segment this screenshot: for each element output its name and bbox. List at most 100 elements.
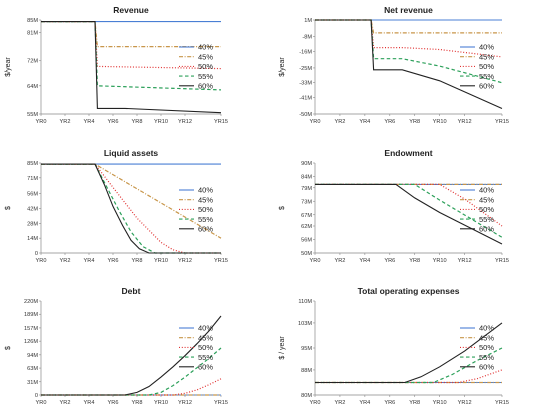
series-line	[41, 21, 221, 48]
x-tick-label: YR2	[334, 258, 345, 264]
y-tick-label: -25M	[299, 66, 312, 72]
x-tick-label: YR6	[108, 258, 119, 264]
x-tick-label: YR2	[334, 119, 345, 125]
legend-label: 40%	[479, 324, 494, 333]
legend-label: 45%	[479, 195, 494, 204]
chart-title: Liquid assets	[104, 148, 159, 158]
y-axis-label: $	[5, 346, 12, 350]
y-tick-label: 95M	[301, 346, 312, 352]
y-tick-label: 126M	[24, 339, 38, 345]
x-tick-label: YR0	[310, 119, 321, 125]
legend-label: 55%	[198, 72, 213, 81]
y-tick-label: 110M	[298, 299, 312, 305]
x-tick-label: YR10	[154, 258, 168, 264]
y-tick-label: 220M	[24, 299, 38, 305]
x-tick-label: YR0	[36, 119, 47, 125]
legend-label: 40%	[198, 324, 213, 333]
legend-label: 45%	[479, 333, 494, 342]
x-tick-label: YR6	[384, 400, 395, 406]
y-tick-label: 0	[35, 251, 38, 257]
series-line	[315, 19, 503, 110]
y-tick-label: 0	[35, 393, 38, 399]
series-line	[315, 19, 503, 58]
x-tick-label: YR6	[108, 119, 119, 125]
series-line	[41, 347, 222, 396]
y-tick-label: 81M	[27, 31, 38, 37]
y-tick-label: 62M	[301, 224, 312, 230]
y-tick-label: 80M	[301, 393, 312, 399]
x-tick-label: YR0	[310, 258, 321, 264]
legend-label: 60%	[198, 225, 213, 234]
series-line	[315, 347, 503, 384]
legend-label: 60%	[198, 82, 213, 91]
legend-label: 55%	[198, 353, 213, 362]
legend-label: 40%	[479, 186, 494, 195]
x-tick-label: YR2	[60, 258, 71, 264]
x-tick-label: YR12	[178, 119, 192, 125]
x-tick-label: YR15	[495, 258, 509, 264]
legend-label: 55%	[479, 215, 494, 224]
y-tick-label: 1M	[304, 18, 312, 24]
x-tick-label: YR15	[214, 119, 228, 125]
chart-title: Net revenue	[384, 5, 433, 15]
y-tick-label: -8M	[302, 35, 312, 41]
x-tick-label: YR10	[433, 119, 447, 125]
x-tick-label: YR2	[60, 400, 71, 406]
series-line	[41, 315, 222, 396]
series-line	[315, 369, 503, 384]
legend-label: 40%	[198, 43, 213, 52]
legend-label: 60%	[198, 363, 213, 372]
y-tick-label: -33M	[299, 81, 312, 87]
series-line	[315, 322, 503, 384]
y-tick-label: 73M	[301, 199, 312, 205]
chart-panel: Revenue 55M 64M 72M 81M 85M YR0 YR2 YR4 YR6 YR8 YR1…	[5, 5, 228, 125]
x-tick-label: YR15	[214, 400, 228, 406]
x-tick-label: YR12	[458, 119, 472, 125]
y-tick-label: 28M	[27, 221, 38, 227]
x-tick-label: YR12	[458, 258, 472, 264]
legend-label: 50%	[479, 343, 494, 352]
series-line	[41, 163, 221, 254]
y-tick-label: 189M	[24, 312, 38, 318]
y-tick-label: 79M	[301, 186, 312, 192]
y-tick-label: 55M	[27, 112, 38, 118]
chart-title: Debt	[122, 286, 141, 296]
y-tick-label: 85M	[27, 161, 38, 167]
x-tick-label: YR12	[458, 400, 472, 406]
legend-label: 50%	[198, 62, 213, 71]
y-axis-label: $ / year	[279, 336, 286, 360]
series-line	[315, 19, 502, 34]
series-line	[41, 21, 222, 91]
legend-label: 60%	[479, 82, 494, 91]
x-tick-label: YR6	[108, 400, 119, 406]
x-tick-label: YR8	[409, 400, 420, 406]
x-tick-label: YR10	[433, 400, 447, 406]
legend-label: 45%	[198, 52, 213, 61]
y-tick-label: 56M	[301, 238, 312, 244]
x-tick-label: YR12	[178, 400, 192, 406]
legend-label: 50%	[479, 205, 494, 214]
x-tick-label: YR4	[359, 258, 370, 264]
x-tick-label: YR10	[154, 400, 168, 406]
series-line	[41, 163, 221, 254]
legend-label: 55%	[479, 353, 494, 362]
y-axis-label: $	[5, 206, 12, 210]
x-tick-label: YR0	[36, 258, 47, 264]
chart-title: Revenue	[113, 5, 149, 15]
chart-title: Total operating expenses	[358, 286, 460, 296]
legend-label: 55%	[479, 72, 494, 81]
x-tick-label: YR8	[409, 258, 420, 264]
x-tick-label: YR15	[495, 119, 509, 125]
x-tick-label: YR4	[84, 258, 95, 264]
y-tick-label: 42M	[27, 207, 38, 213]
y-tick-label: 103M	[298, 321, 312, 327]
y-axis-label: $/year	[279, 57, 286, 77]
x-tick-label: YR6	[384, 119, 395, 125]
y-tick-label: -41M	[299, 95, 312, 101]
legend-label: 50%	[198, 343, 213, 352]
series-line	[315, 183, 503, 245]
